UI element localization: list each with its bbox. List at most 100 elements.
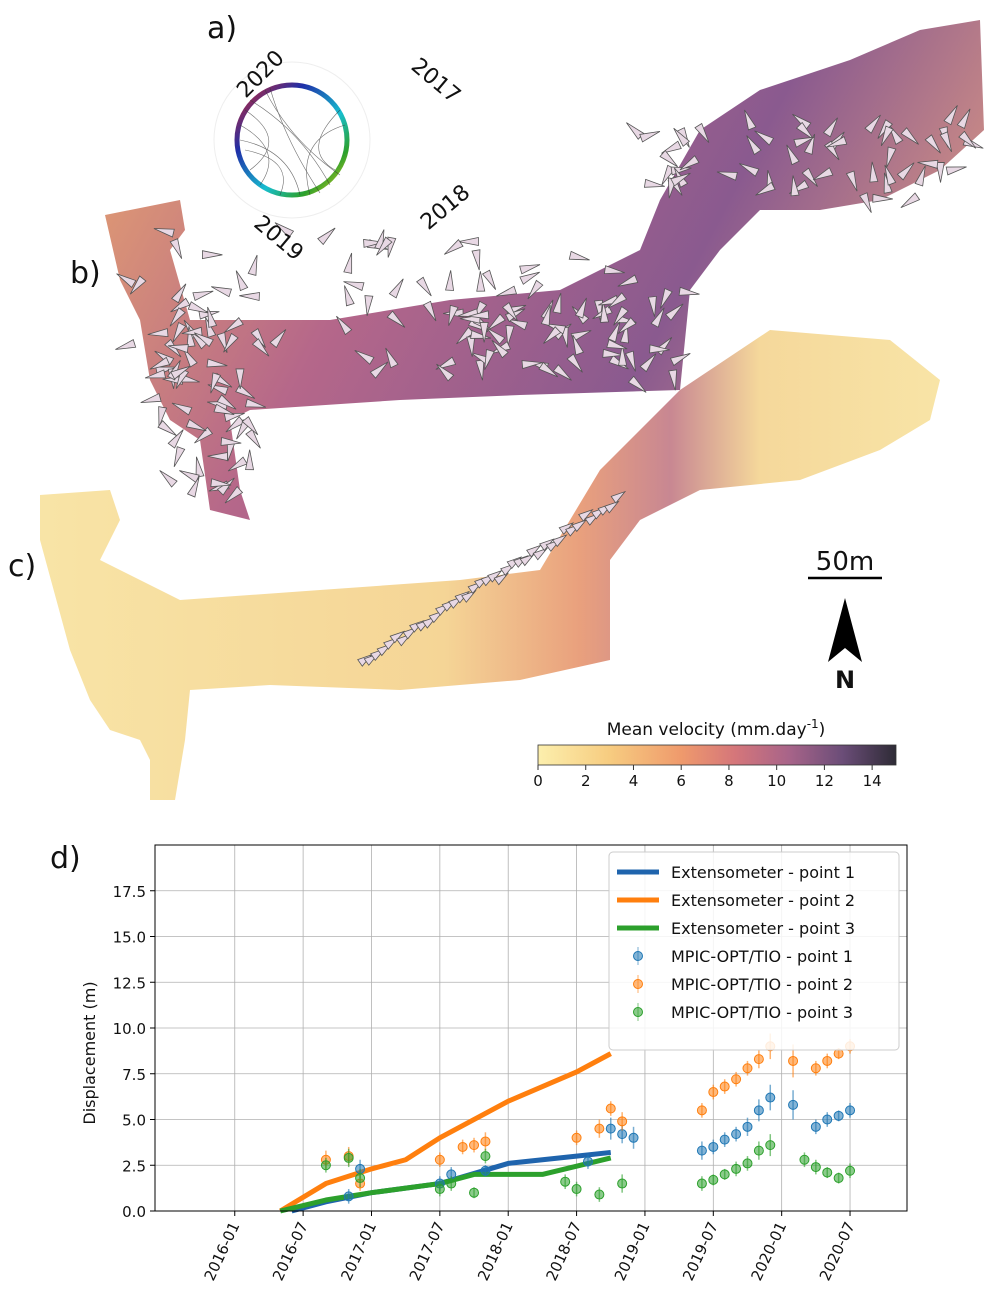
map-arrow (245, 428, 261, 449)
colorbar-tick-label: 8 (724, 772, 734, 790)
circle-outline (213, 61, 371, 219)
colorbar-tick-label: 4 (629, 772, 639, 790)
map-c (40, 330, 940, 800)
map-arrow (917, 159, 939, 169)
map-arrow (618, 345, 628, 366)
data-point (355, 1173, 366, 1184)
map-arrow (471, 249, 481, 271)
map-arrow (668, 369, 678, 391)
data-point (719, 1134, 730, 1145)
data-point (799, 1154, 810, 1165)
colorbar-tick-label: 2 (581, 772, 591, 790)
data-point (753, 1105, 764, 1116)
map-arrow (501, 301, 519, 322)
data-point (605, 1123, 616, 1134)
legend-swatch (633, 979, 643, 989)
data-point (343, 1191, 354, 1202)
data-point (434, 1184, 445, 1195)
data-point (320, 1160, 331, 1171)
map-arrow (116, 273, 137, 289)
map-arrow (613, 305, 629, 326)
legend-label: MPIC-OPT/TIO - point 1 (671, 947, 853, 966)
colorbar-tick-label: 0 (533, 772, 543, 790)
map-arrow (448, 304, 459, 326)
data-point (731, 1129, 742, 1140)
map-arrow (445, 270, 455, 291)
data-point (708, 1087, 719, 1098)
map-arrow (171, 283, 187, 304)
colorbar-tick-label: 6 (676, 772, 686, 790)
data-point (719, 1081, 730, 1092)
map-arrow (481, 269, 497, 290)
map-arrow (486, 327, 506, 345)
map-arrow (224, 486, 244, 504)
map-arrow (673, 127, 691, 147)
map-arrow (269, 329, 287, 349)
map-arrow (343, 252, 353, 274)
data-point (469, 1140, 480, 1151)
map-arrow (945, 166, 967, 176)
map-arrow (484, 349, 495, 371)
north-arrow (828, 598, 862, 662)
data-point (742, 1158, 753, 1169)
data-point (810, 1121, 821, 1132)
map-arrow (201, 250, 223, 260)
x-tick-label: 2017-07 (406, 1219, 449, 1283)
data-point (480, 1136, 491, 1147)
scale-bar-label: 50m (816, 547, 874, 577)
map-arrow (872, 193, 893, 203)
map-arrow (694, 122, 710, 143)
map-arrow (958, 130, 977, 149)
map-arrow (570, 330, 592, 342)
colorbar-tick-label: 10 (767, 772, 786, 790)
data-point (708, 1174, 719, 1185)
colorbar-tick-label: 14 (863, 772, 882, 790)
y-tick-label: 15.0 (113, 929, 146, 947)
x-tick-label: 2018-01 (474, 1219, 517, 1283)
map-arrow (812, 167, 834, 181)
map-arrow (158, 406, 168, 428)
legend-label: MPIC-OPT/TIO - point 3 (671, 1003, 853, 1022)
chords (239, 87, 346, 196)
map-arrow (670, 172, 691, 187)
map-arrow (795, 121, 814, 140)
map-arrow (914, 165, 926, 187)
map-arrow (679, 155, 700, 171)
data-point (560, 1176, 571, 1187)
data-point (469, 1187, 480, 1198)
map-arrow (154, 350, 175, 366)
map-arrow (239, 292, 260, 301)
colorbar-tick-label: 12 (815, 772, 834, 790)
map-arrow (343, 281, 365, 292)
map-arrow (173, 446, 186, 467)
map-arrow (864, 114, 881, 134)
data-point (753, 1054, 764, 1065)
x-tick-label: 2018-07 (542, 1219, 585, 1283)
map-arrow (225, 416, 245, 433)
data-point (765, 1140, 776, 1151)
y-tick-label: 12.5 (113, 974, 146, 992)
map-arrow (610, 490, 627, 504)
colorbar (537, 744, 897, 766)
map-arrow (487, 313, 506, 331)
x-tick-label: 2017-01 (337, 1219, 380, 1283)
data-point (582, 1156, 593, 1167)
map-arrow (505, 324, 515, 346)
map-arrow (157, 420, 177, 436)
map-arrow (603, 265, 625, 275)
map-arrow (659, 149, 678, 168)
map-arrow (617, 274, 639, 287)
map-arrow (153, 228, 175, 238)
map-arrow (251, 338, 270, 357)
map-arrow (786, 144, 800, 166)
map-arrow (900, 192, 921, 209)
year-label: 2018 (416, 180, 475, 235)
x-tick-label: 2020-07 (816, 1219, 859, 1283)
map-arrow (792, 113, 812, 131)
map-arrow (572, 334, 585, 356)
map-arrow (649, 344, 670, 354)
data-point (708, 1141, 719, 1152)
map-arrow (744, 109, 757, 131)
map-arrow (388, 278, 404, 299)
x-tick-label: 2016-07 (269, 1219, 312, 1283)
